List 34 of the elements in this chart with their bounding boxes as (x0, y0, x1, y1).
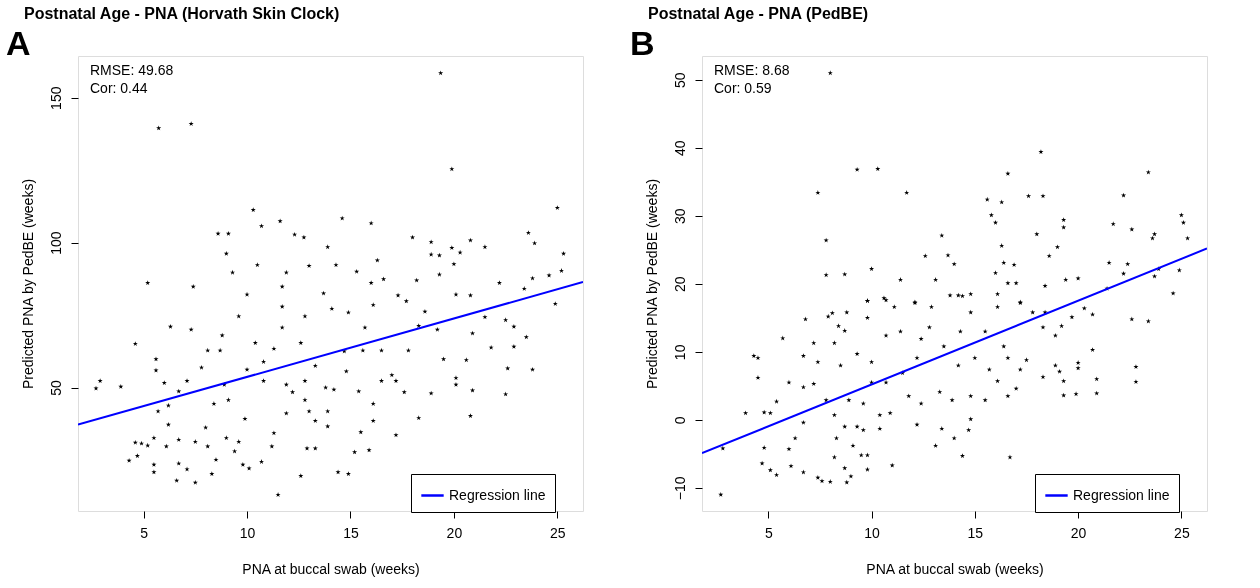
y-tick-label: −10 (671, 476, 688, 501)
y-tick-label: 0 (671, 416, 688, 425)
x-tick-label: 10 (864, 524, 881, 541)
y-tick-label: 50 (47, 380, 64, 396)
text: B (630, 24, 655, 62)
x-tick-label: 5 (140, 524, 149, 541)
x-axis-title: PNA at buccal swab (weeks) (242, 560, 420, 577)
x-tick-label: 15 (343, 524, 359, 541)
x-tick-label: 10 (239, 524, 256, 541)
y-tick-label: 30 (671, 208, 688, 225)
y-axis-title: Predicted PNA by PedBE (weeks) (643, 178, 660, 390)
y-tick-label: 100 (47, 231, 64, 255)
y-tick-label: 40 (671, 140, 688, 157)
y-tick-label: 50 (671, 72, 688, 89)
annotation: RMSE: 49.68 (90, 62, 174, 78)
x-tick-label: 5 (764, 524, 773, 541)
x-tick-label: 20 (1070, 524, 1087, 541)
x-axis-title: PNA at buccal swab (weeks) (866, 560, 1044, 577)
chart-title: Postnatal Age - PNA (Horvath Skin Clock) (24, 5, 340, 22)
annotation: Cor: 0.59 (714, 80, 772, 96)
annotation: Cor: 0.44 (90, 80, 148, 96)
annotation: RMSE: 8.68 (714, 62, 790, 78)
x-tick-label: 15 (967, 524, 984, 541)
text: A (6, 24, 31, 62)
chart-title: Postnatal Age - PNA (PedBE) (648, 5, 869, 22)
x-tick-label: 25 (1174, 524, 1190, 541)
legend-label: Regression line (1073, 486, 1170, 503)
y-tick-label: 10 (671, 344, 688, 361)
x-tick-label: 25 (550, 524, 566, 541)
x-tick-label: 20 (446, 524, 463, 541)
y-tick-label: 20 (671, 276, 688, 293)
legend-label: Regression line (449, 486, 546, 503)
y-axis-title: Predicted PNA by PedBE (weeks) (19, 178, 36, 390)
y-tick-label: 150 (47, 86, 64, 110)
